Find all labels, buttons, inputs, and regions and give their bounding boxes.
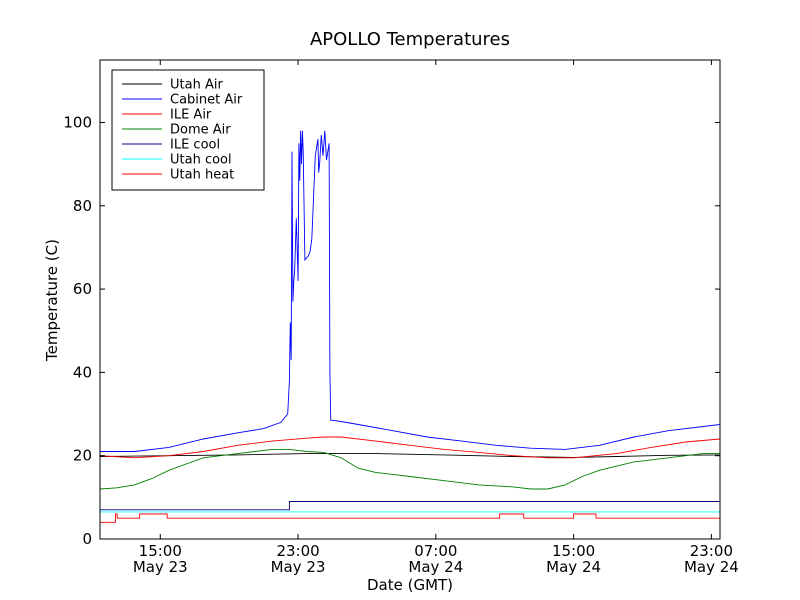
- x-tick-label-date: May 23: [133, 558, 188, 576]
- x-tick-label-time: 15:00: [139, 542, 182, 560]
- series-line-ile-air: [99, 436, 721, 459]
- plot-frame: [99, 59, 721, 540]
- legend-label: Dome Air: [170, 123, 231, 138]
- x-tick-label-time: 07:00: [414, 542, 457, 560]
- x-tick-label-time: 23:00: [276, 542, 319, 560]
- y-tick-label: 40: [73, 363, 92, 381]
- chart-title: APOLLO Temperatures: [310, 29, 510, 50]
- series-layer: [99, 130, 721, 523]
- x-tick-label-date: May 23: [271, 558, 326, 576]
- legend-label: Utah heat: [170, 168, 234, 183]
- series-line-ile-cool: [100, 501, 720, 511]
- x-tick-label-date: May 24: [684, 558, 739, 576]
- legend-box: [111, 69, 265, 191]
- x-axis-label: Date (GMT): [367, 576, 453, 594]
- series-line-cabinet-air: [100, 130, 721, 452]
- legend-label: Utah Air: [170, 78, 223, 93]
- series-line-dome-air: [99, 448, 720, 490]
- series-line-utah-air: [99, 453, 721, 458]
- x-tick-label-date: May 24: [408, 558, 463, 576]
- y-axis-label: Temperature (C): [43, 239, 61, 362]
- legend-label: Cabinet Air: [170, 93, 243, 108]
- y-tick-label: 60: [73, 280, 92, 298]
- y-tick-label: 0: [82, 530, 92, 548]
- y-tick-label: 80: [73, 197, 92, 215]
- x-tick-label-time: 15:00: [552, 542, 595, 560]
- legend-label: ILE Air: [170, 108, 212, 123]
- series-line-utah-heat: [100, 513, 720, 523]
- x-tick-label-date: May 24: [546, 558, 601, 576]
- y-tick-label: 20: [73, 447, 92, 465]
- legend-label: Utah cool: [170, 153, 232, 168]
- y-tick-label: 100: [63, 113, 92, 131]
- x-tick-label-time: 23:00: [690, 542, 733, 560]
- legend-label: ILE cool: [170, 138, 220, 153]
